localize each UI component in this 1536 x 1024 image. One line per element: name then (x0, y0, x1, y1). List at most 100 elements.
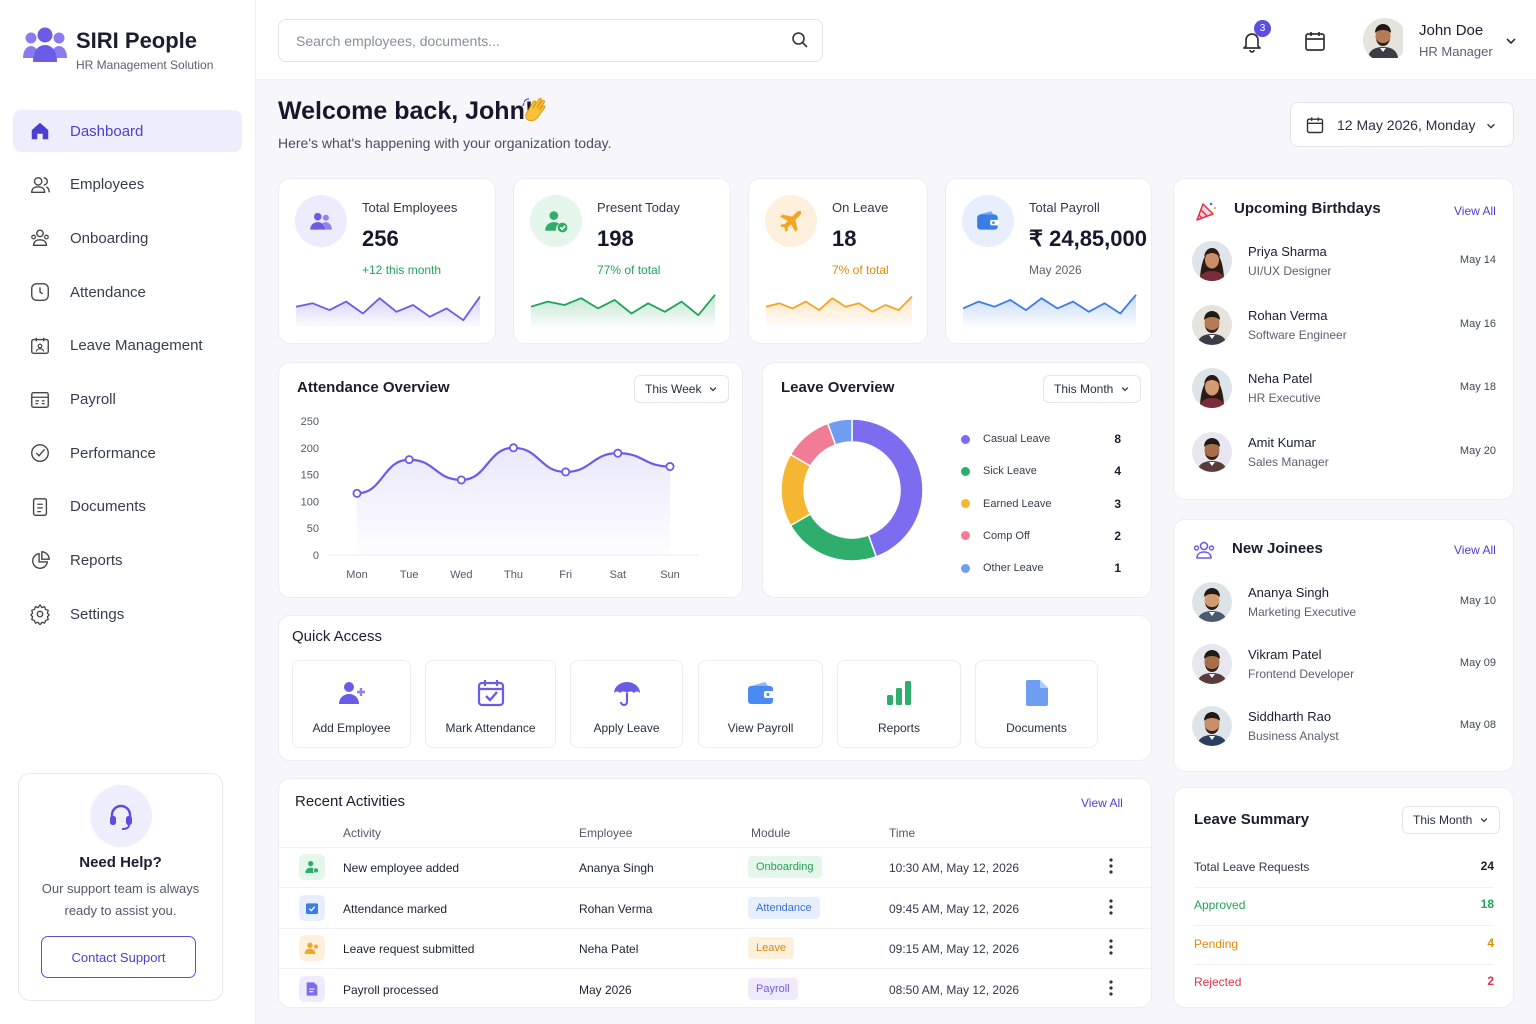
x-tick-label: Fri (559, 569, 572, 581)
legend-item: Comp Off 2 (961, 527, 1121, 545)
quick-documents-button[interactable]: Documents (975, 660, 1098, 748)
quick-reports-button[interactable]: Reports (837, 660, 961, 748)
more-vertical-icon[interactable] (1105, 936, 1117, 958)
more-vertical-icon[interactable] (1105, 896, 1117, 918)
stat-wallet-icon (962, 195, 1014, 247)
list-item[interactable]: Neha Patel HR Executive May 18 (1192, 368, 1496, 410)
quick-access-label: Mark Attendance (445, 721, 536, 735)
x-tick-label: Sun (660, 569, 680, 581)
stat-users-icon (295, 195, 347, 247)
y-tick-label: 100 (301, 496, 319, 508)
stat-card-total-payroll[interactable]: Total Payroll ₹ 24,85,000 May 2026 (945, 178, 1152, 344)
attendance-overview-card: Attendance Overview This Week 0 50 100 150 2… (278, 362, 743, 598)
quick-add-employee-button[interactable]: Add Employee (292, 660, 411, 748)
birthdays-view-all-link[interactable]: View All (1454, 204, 1496, 218)
search-input[interactable] (278, 19, 823, 62)
search-icon[interactable] (791, 31, 809, 49)
data-point[interactable] (508, 443, 518, 453)
stat-card-present-today[interactable]: Present Today 198 77% of total (513, 178, 731, 344)
gear-icon (29, 603, 51, 626)
summary-label: Total Leave Requests (1194, 860, 1310, 874)
activities-view-all-link[interactable]: View All (1081, 796, 1123, 810)
stat-subtext: May 2026 (1029, 263, 1082, 277)
stat-card-on-leave[interactable]: On Leave 18 7% of total (748, 178, 928, 344)
birthdays-title: Upcoming Birthdays (1234, 200, 1381, 217)
person-name: Ananya Singh (1248, 585, 1329, 600)
data-point[interactable] (404, 455, 414, 465)
sidebar-item-label: Dashboard (70, 122, 144, 140)
sidebar-item-payroll[interactable]: Payroll (13, 379, 242, 421)
quick-access-card: Quick Access Add Employee Mark Attendance… (278, 615, 1152, 761)
joinees-view-all-link[interactable]: View All (1454, 543, 1496, 557)
avatar (1192, 431, 1232, 472)
summary-row: Total Leave Requests 24 (1194, 850, 1494, 888)
leave-range-dropdown[interactable]: This Month (1043, 375, 1142, 403)
person-name: Priya Sharma (1248, 244, 1327, 259)
wallet-icon (699, 678, 822, 708)
table-row[interactable]: Leave request submitted Neha Patel Leave 09… (279, 929, 1151, 969)
quick-apply-leave-button[interactable]: Apply Leave (570, 660, 683, 748)
list-item[interactable]: Amit Kumar Sales Manager May 20 (1192, 431, 1496, 474)
stat-subtext: 7% of total (832, 263, 889, 277)
list-item[interactable]: Ananya Singh Marketing Executive May 10 (1192, 582, 1496, 624)
y-tick-label: 150 (301, 470, 319, 482)
person-date: May 09 (1459, 657, 1496, 669)
users-icon (1192, 538, 1216, 562)
list-item[interactable]: Vikram Patel Frontend Developer May 09 (1192, 644, 1496, 686)
donut-slice[interactable] (826, 418, 853, 446)
donut-slice[interactable] (780, 453, 812, 527)
sidebar-item-reports[interactable]: Reports (13, 540, 242, 582)
sidebar-item-documents[interactable]: Documents (13, 486, 242, 528)
sidebar-item-dashboard[interactable]: Dashboard (13, 110, 242, 152)
more-vertical-icon[interactable] (1105, 855, 1117, 877)
summary-label: Pending (1194, 936, 1239, 951)
stat-card-total-employees[interactable]: Total Employees 256 +12 this month (278, 178, 496, 344)
notification-bell-icon[interactable] (1240, 29, 1264, 53)
sidebar-item-settings[interactable]: Settings (13, 593, 242, 635)
col-employee: Employee (579, 826, 633, 840)
date-picker[interactable]: 12 May 2026, Monday (1290, 102, 1514, 147)
sidebar-item-employees[interactable]: Employees (13, 164, 242, 206)
top-header: 3 John Doe HR Manager (256, 0, 1536, 80)
data-point[interactable] (613, 448, 623, 458)
stat-subtext: 77% of total (597, 263, 661, 277)
list-item[interactable]: Siddharth Rao Business Analyst May 08 (1192, 706, 1496, 748)
chevron-down-icon[interactable] (1504, 34, 1518, 48)
attendance-range-dropdown[interactable]: This Week (634, 375, 730, 403)
sidebar-item-label: Settings (70, 605, 125, 623)
sidebar-item-onboarding[interactable]: Onboarding (13, 217, 242, 259)
table-row[interactable]: Payroll processed May 2026 Payroll 08:50 AM… (279, 970, 1151, 1010)
sidebar-item-performance[interactable]: Performance (13, 432, 242, 474)
page-title: Welcome back, John! (278, 97, 534, 125)
more-vertical-icon[interactable] (1105, 977, 1117, 999)
quick-access-title: Quick Access (292, 628, 383, 645)
list-item[interactable]: Rohan Verma Software Engineer May 16 (1192, 304, 1496, 347)
leave-donut-chart (780, 418, 924, 562)
sidebar-item-label: Payroll (70, 391, 116, 408)
data-point[interactable] (456, 475, 466, 485)
data-point[interactable] (352, 488, 362, 498)
calendar-icon[interactable] (1303, 29, 1327, 53)
person-name: Siddharth Rao (1248, 709, 1332, 724)
user-name[interactable]: John Doe (1419, 22, 1484, 39)
donut-slice[interactable] (789, 512, 878, 562)
quick-access-label: Reports (877, 721, 921, 735)
sidebar-item-leave-management[interactable]: Leave Management (13, 325, 242, 367)
quick-mark-attendance-button[interactable]: Mark Attendance (425, 660, 556, 748)
legend-value: 1 (1114, 561, 1121, 576)
data-point[interactable] (665, 462, 675, 472)
user-avatar[interactable] (1363, 18, 1407, 62)
chevron-down-icon (1479, 815, 1489, 825)
leave-range-value: This Month (1054, 382, 1114, 396)
waving-hand-icon (520, 96, 550, 126)
summary-range-dropdown[interactable]: This Month (1402, 806, 1501, 834)
list-item[interactable]: Priya Sharma UI/UX Designer May 14 (1192, 241, 1496, 283)
table-row[interactable]: New employee added Ananya Singh Onboarding… (279, 848, 1151, 888)
sidebar-item-attendance[interactable]: Attendance (13, 271, 242, 313)
table-row[interactable]: Attendance marked Rohan Verma Attendance 09… (279, 889, 1151, 929)
quick-view-payroll-button[interactable]: View Payroll (698, 660, 823, 748)
donut-slice[interactable] (851, 418, 924, 558)
col-activity: Activity (343, 826, 382, 840)
data-point[interactable] (561, 467, 571, 477)
contact-support-button[interactable]: Contact Support (41, 936, 196, 978)
